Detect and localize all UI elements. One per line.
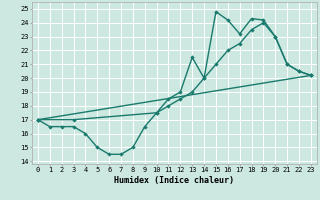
X-axis label: Humidex (Indice chaleur): Humidex (Indice chaleur) xyxy=(115,176,234,185)
